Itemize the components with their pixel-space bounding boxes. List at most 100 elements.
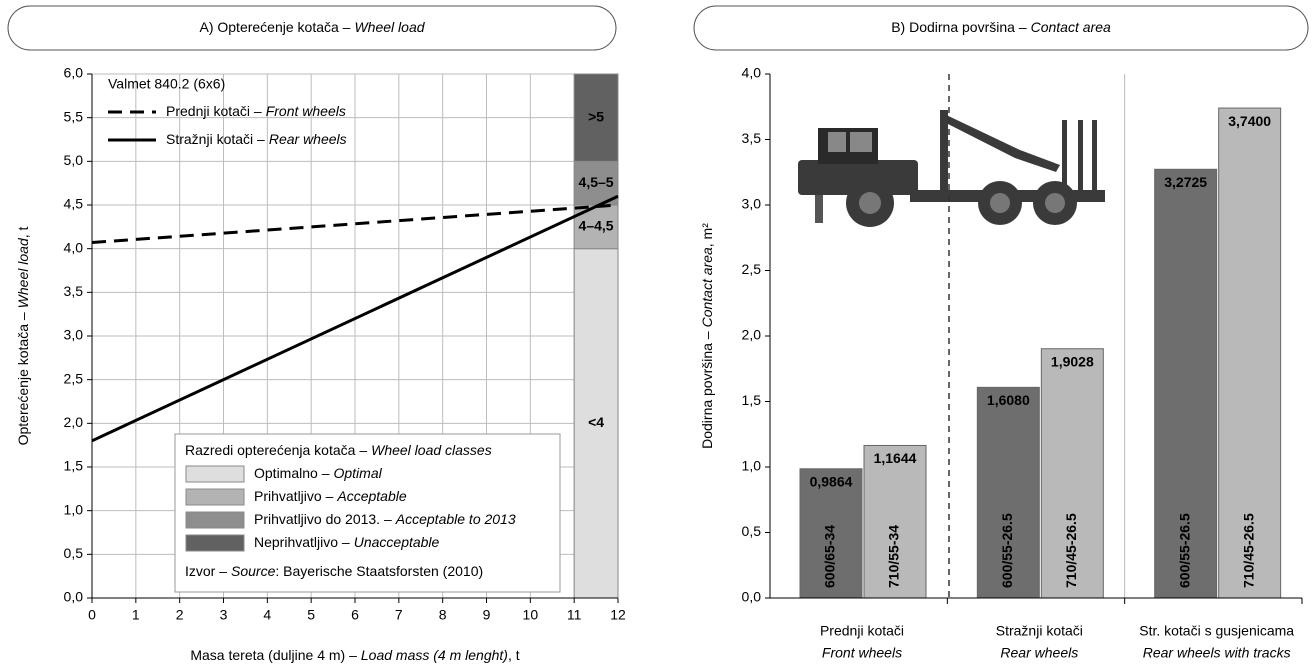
chart-title-part: A) Opterećenje kotača –: [199, 19, 350, 35]
category-label: Str. kotači s gusjenicama: [1139, 623, 1294, 639]
y-tick-label: 1,5: [64, 458, 84, 474]
legend-label-part: Prednji kotači –: [166, 103, 262, 119]
category-label: Front wheels: [822, 645, 902, 661]
x-tick-label: 10: [523, 607, 539, 623]
y-axis-title: Opterećenje kotača – Wheel load, t: [15, 226, 31, 445]
legend-label: Prednji kotači – Front wheels: [166, 103, 346, 119]
bar: [863, 444, 927, 599]
category-label: Rear wheels: [1000, 645, 1078, 661]
bar-value-label: 3,2725: [1164, 174, 1207, 190]
y-axis-title: Dodirna površina – Contact area, m²: [699, 223, 715, 449]
x-tick-label: 5: [307, 607, 315, 623]
y-tick-label: 0,0: [64, 589, 84, 605]
x-axis-title-part: , t: [508, 647, 520, 663]
legend-swatch: [185, 488, 245, 506]
class-band-label: 4,5–5: [579, 174, 614, 190]
x-tick-label: 1: [132, 607, 140, 623]
class-band-label: 4–4,5: [579, 218, 614, 234]
classes-legend-title-part: Wheel load classes: [371, 442, 492, 458]
y-tick-label: 3,0: [742, 196, 762, 212]
legend-label: Prihvatljivo – Acceptable: [254, 488, 407, 504]
legend-swatch: [185, 534, 245, 552]
source-note-part: : Bayerische Staatsforsten (2010): [275, 563, 483, 579]
y-axis-title-part: Dodirna površina –: [699, 331, 715, 449]
bar-value-label: 0,9864: [810, 473, 853, 489]
bar-label: 710/45-26.5: [1063, 513, 1079, 588]
y-tick-label: 1,0: [64, 501, 84, 517]
x-tick-label: 7: [395, 607, 403, 623]
legend-label-part: Optimalno –: [254, 465, 330, 481]
forwarder-illustration: [798, 110, 1105, 227]
chart-title-part: Contact area: [1031, 19, 1111, 35]
class-band-label: >5: [588, 108, 604, 124]
x-tick-label: 3: [220, 607, 228, 623]
y-axis-title-part: , m²: [699, 223, 715, 247]
legend-label: Prihvatljivo do 2013. – Acceptable to 201…: [254, 511, 516, 527]
y-tick-label: 3,0: [64, 327, 84, 343]
y-tick-label: 5,5: [64, 108, 84, 124]
y-tick-label: 3,5: [64, 283, 84, 299]
legend-label-part: Unacceptable: [354, 534, 440, 550]
y-tick-label: 3,5: [742, 130, 762, 146]
category-label: Stražnji kotači: [996, 623, 1083, 639]
y-tick-label: 2,5: [742, 261, 762, 277]
bar: [976, 386, 1040, 599]
x-tick-label: 9: [483, 607, 491, 623]
y-tick-label: 5,0: [64, 152, 84, 168]
legend-swatch: [185, 465, 245, 483]
bar-label: 710/45-26.5: [1240, 513, 1256, 588]
legend-label-part: Neprihvatljivo –: [254, 534, 350, 550]
y-tick-label: 0,5: [64, 545, 84, 561]
class-band: [573, 73, 619, 162]
source-note: Izvor – Source: Bayerische Staatsforsten …: [185, 563, 483, 579]
y-tick-label: 2,0: [64, 414, 84, 430]
x-tick-label: 2: [176, 607, 184, 623]
y-axis-title-part: Contact area: [699, 247, 715, 327]
legend-label-part: Optimal: [333, 465, 382, 481]
x-tick-label: 4: [263, 607, 271, 623]
y-tick-label: 0,0: [742, 589, 762, 605]
bar: [799, 468, 863, 599]
x-axis-title-part: Masa tereta (duljine 4 m) –: [190, 647, 357, 663]
y-tick-label: 0,5: [742, 523, 762, 539]
chart-title-part: B) Dodirna površina –: [891, 19, 1027, 35]
legend-label: Stražnji kotači – Rear wheels: [166, 131, 347, 147]
panel-b-header: [693, 5, 1309, 51]
x-tick-label: 6: [351, 607, 359, 623]
class-band: [573, 160, 619, 206]
chart-title: A) Opterećenje kotača – Wheel load: [199, 19, 425, 35]
y-tick-label: 1,5: [742, 392, 762, 408]
y-axis-title-part: , t: [15, 226, 31, 238]
panel-a-header: [7, 5, 617, 51]
x-axis-title: Masa tereta (duljine 4 m) – Load mass (4 …: [190, 647, 519, 663]
x-tick-label: 0: [88, 607, 96, 623]
y-tick-label: 4,0: [64, 239, 84, 255]
bar: [1218, 107, 1282, 599]
bar-label: 600/55-26.5: [1176, 513, 1192, 588]
legend-label-part: Rear wheels: [269, 131, 347, 147]
x-axis-title-part: Load mass (4 m lenght): [361, 647, 508, 663]
source-note-part: Source: [231, 563, 276, 579]
bar-label: 600/65-34: [822, 525, 838, 588]
x-tick-label: 11: [567, 607, 582, 623]
legend-label: Optimalno – Optimal: [254, 465, 383, 481]
chart-title: B) Dodirna površina – Contact area: [891, 19, 1111, 35]
legend-label: Neprihvatljivo – Unacceptable: [254, 534, 440, 550]
y-tick-label: 6,0: [64, 65, 84, 81]
bar-label: 600/55-26.5: [999, 513, 1015, 588]
legend-label-part: Prihvatljivo do 2013. –: [254, 511, 392, 527]
x-tick-label: 12: [610, 607, 626, 623]
y-axis-title-part: Wheel load: [15, 237, 31, 308]
legend-label-part: Acceptable: [336, 488, 406, 504]
class-band-label: <4: [588, 414, 604, 430]
class-band: [573, 248, 619, 599]
legend-label-part: Prihvatljivo –: [254, 488, 334, 504]
y-axis-title-part: Opterećenje kotača –: [15, 312, 31, 445]
y-tick-label: 2,5: [64, 370, 84, 386]
legend-label-part: Acceptable to 2013: [395, 511, 516, 527]
legend-swatch: [185, 511, 245, 529]
classes-legend-title: Razredi opterećenja kotača – Wheel load c…: [185, 442, 492, 458]
classes-legend-title-part: Razredi opterećenja kotača –: [185, 442, 367, 458]
x-tick-label: 8: [439, 607, 447, 623]
y-tick-label: 4,5: [64, 196, 84, 212]
